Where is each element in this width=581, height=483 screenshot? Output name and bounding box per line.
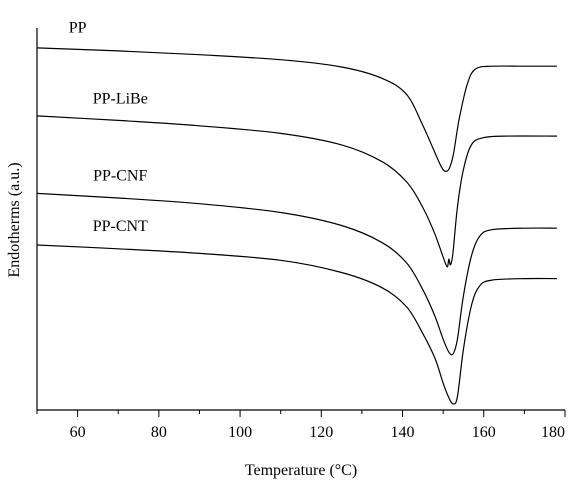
x-tick-label: 160 bbox=[472, 424, 496, 441]
series-line-pp-cnf bbox=[36, 192, 557, 356]
series-line-pp-cnt bbox=[36, 244, 557, 405]
series-label-pp-cnf: PP-CNF bbox=[93, 167, 147, 184]
series-label-pp-libe: PP-LiBe bbox=[93, 91, 148, 108]
series-line-pp bbox=[36, 47, 557, 172]
x-tick-label: 100 bbox=[228, 424, 252, 441]
x-ticks: 60 80 100 120 140 160 180 bbox=[36, 410, 566, 441]
series-line-pp-libe bbox=[36, 115, 557, 268]
series-labels: PP PP-LiBe PP-CNF PP-CNT bbox=[69, 20, 148, 236]
series-label-pp: PP bbox=[69, 20, 87, 37]
x-tick-label: 60 bbox=[70, 424, 86, 441]
x-axis-title: Temperature (°C) bbox=[245, 462, 357, 479]
y-axis-title: Endotherms (a.u.) bbox=[6, 162, 23, 277]
series-layer bbox=[36, 47, 557, 405]
x-tick-label: 180 bbox=[541, 424, 565, 441]
x-tick-label: 80 bbox=[151, 424, 167, 441]
series-label-pp-cnt: PP-CNT bbox=[93, 218, 148, 235]
axes bbox=[36, 28, 565, 411]
x-tick-label: 140 bbox=[391, 424, 415, 441]
x-tick-label: 120 bbox=[309, 424, 333, 441]
